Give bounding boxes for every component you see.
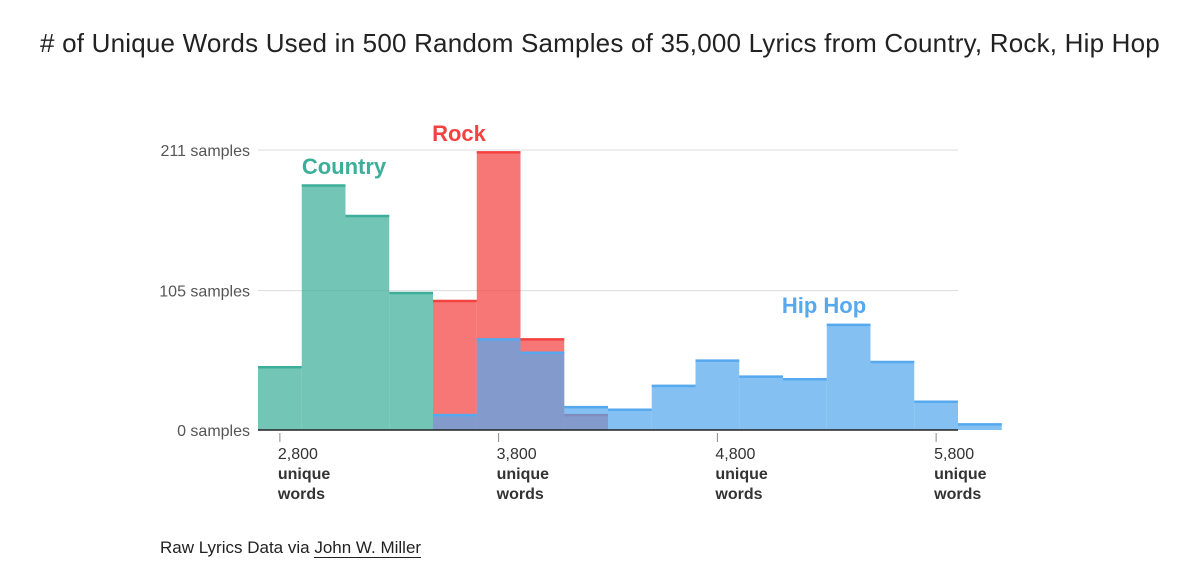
bar-rock (433, 299, 477, 430)
x-tick-label: unique (497, 466, 550, 483)
credit-link[interactable]: John W. Miller (314, 538, 422, 558)
bar-hip-hop (476, 338, 521, 430)
bar-hip-hop (651, 384, 696, 430)
bar-hip-hop (914, 400, 958, 430)
bar-country (389, 291, 433, 430)
x-tick-label: words (277, 486, 325, 503)
bar-hip-hop (783, 378, 827, 430)
bar-hip-hop (870, 360, 915, 430)
bar-hip-hop (564, 406, 608, 430)
chart-title: # of Unique Words Used in 500 Random Sam… (40, 28, 1160, 58)
x-tick-label: unique (715, 466, 768, 483)
series-label-hip-hop: Hip Hop (782, 293, 866, 318)
x-tick-label: unique (934, 466, 987, 483)
series-label-rock: Rock (432, 121, 487, 146)
x-tick-label: 5,800 (934, 446, 974, 463)
y-tick-label: 211 samples (160, 143, 250, 160)
x-tick-label: 4,800 (715, 446, 755, 463)
bar-country (345, 215, 390, 430)
bar-country (301, 184, 346, 430)
bar-hip-hop (958, 423, 1002, 430)
bar-hip-hop (826, 323, 871, 430)
x-tick-label: 3,800 (497, 446, 537, 463)
x-tick-label: words (714, 486, 762, 503)
x-tick-label: words (496, 486, 544, 503)
x-tick-label: 2,800 (278, 446, 318, 463)
bar-hip-hop (608, 408, 652, 430)
bar-hip-hop (739, 375, 783, 430)
bar-country (258, 366, 302, 430)
x-tick-label: unique (278, 466, 331, 483)
x-tick-label: words (933, 486, 981, 503)
bar-hip-hop (433, 414, 477, 430)
data-credit: Raw Lyrics Data via John W. Miller (160, 538, 422, 558)
credit-prefix: Raw Lyrics Data via (160, 538, 315, 557)
series-label-country: Country (302, 154, 387, 179)
bar-hip-hop (520, 351, 565, 430)
y-tick-label: 105 samples (159, 284, 250, 301)
y-tick-label: 0 samples (177, 423, 250, 440)
bar-hip-hop (695, 359, 740, 430)
